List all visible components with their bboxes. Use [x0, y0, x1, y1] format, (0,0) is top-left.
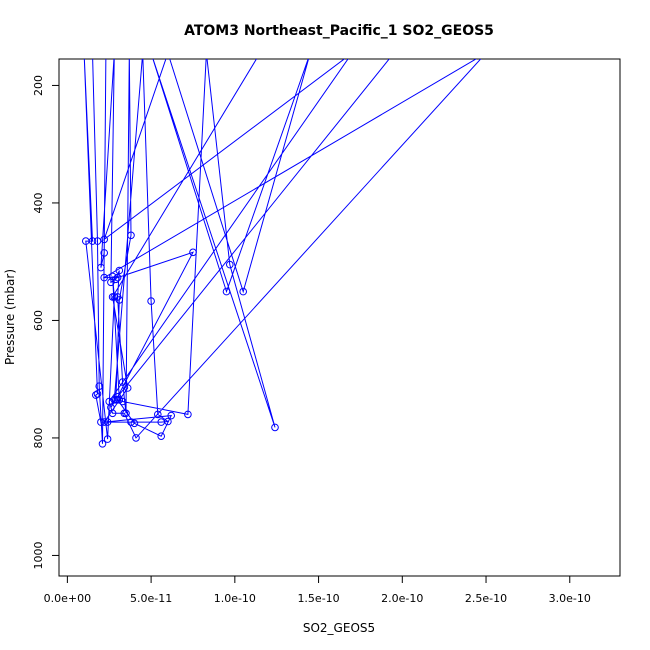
data-point	[123, 384, 132, 392]
x-tick-label: 2.5e-10	[465, 592, 507, 605]
data-point	[113, 393, 122, 401]
data-point	[147, 297, 155, 305]
data-point	[120, 409, 129, 418]
chart-title: ATOM3 Northeast_Pacific_1 SO2_GEOS5	[184, 23, 494, 39]
x-tick-label: 2.0e-10	[381, 592, 423, 605]
data-point	[100, 235, 108, 244]
x-tick-label: 3.0e-10	[549, 592, 591, 605]
x-tick-label: 1.5e-10	[297, 592, 339, 605]
data-point	[98, 440, 107, 448]
data-point	[154, 410, 162, 419]
data-point	[157, 432, 165, 441]
data-point	[97, 263, 105, 272]
plot-frame	[58, 58, 621, 577]
y-tick-label: 200	[32, 75, 45, 96]
data-point	[100, 418, 108, 426]
data-point	[222, 287, 231, 296]
data-point	[103, 435, 112, 443]
x-tick-label: 5.0e-11	[130, 592, 172, 605]
data-point	[127, 231, 135, 240]
data-point	[118, 378, 127, 386]
series-line	[83, 59, 482, 444]
data-point	[95, 382, 103, 391]
data-point	[113, 273, 122, 282]
data-point	[132, 434, 140, 442]
data-point	[108, 293, 117, 301]
plot-area	[82, 59, 482, 448]
x-tick-label: 1.0e-10	[214, 592, 256, 605]
data-point	[113, 396, 122, 404]
y-tick-label: 800	[32, 427, 45, 448]
data-point	[93, 237, 102, 245]
data-point	[167, 411, 175, 420]
data-point	[82, 237, 90, 245]
x-tick-label: 0.0e+00	[44, 592, 91, 605]
data-point	[108, 409, 117, 418]
data-point	[189, 248, 197, 257]
data-point	[115, 266, 124, 275]
data-point	[105, 397, 113, 406]
data-point	[118, 397, 127, 406]
data-point	[130, 419, 139, 428]
x-axis-label: SO2_GEOS5	[303, 621, 375, 635]
data-point	[157, 418, 165, 426]
y-axis: 200 400 600 800 1000	[32, 75, 60, 569]
x-axis: 0.0e+00 5.0e-11 1.0e-10 1.5e-10 2.0e-10 2.5e-…	[44, 575, 591, 605]
data-point	[271, 423, 279, 432]
y-tick-label: 400	[32, 192, 45, 213]
data-point	[184, 410, 192, 419]
data-point	[100, 273, 108, 282]
data-point	[100, 249, 108, 257]
y-tick-label: 600	[32, 310, 45, 331]
y-axis-label: Pressure (mbar)	[3, 269, 17, 365]
data-point	[97, 418, 105, 426]
data-point	[92, 391, 100, 399]
data-point	[108, 272, 117, 281]
data-point	[226, 260, 234, 269]
data-point	[127, 418, 135, 426]
y-tick-label: 1000	[32, 541, 45, 569]
data-point	[93, 390, 102, 398]
data-point	[239, 287, 247, 296]
